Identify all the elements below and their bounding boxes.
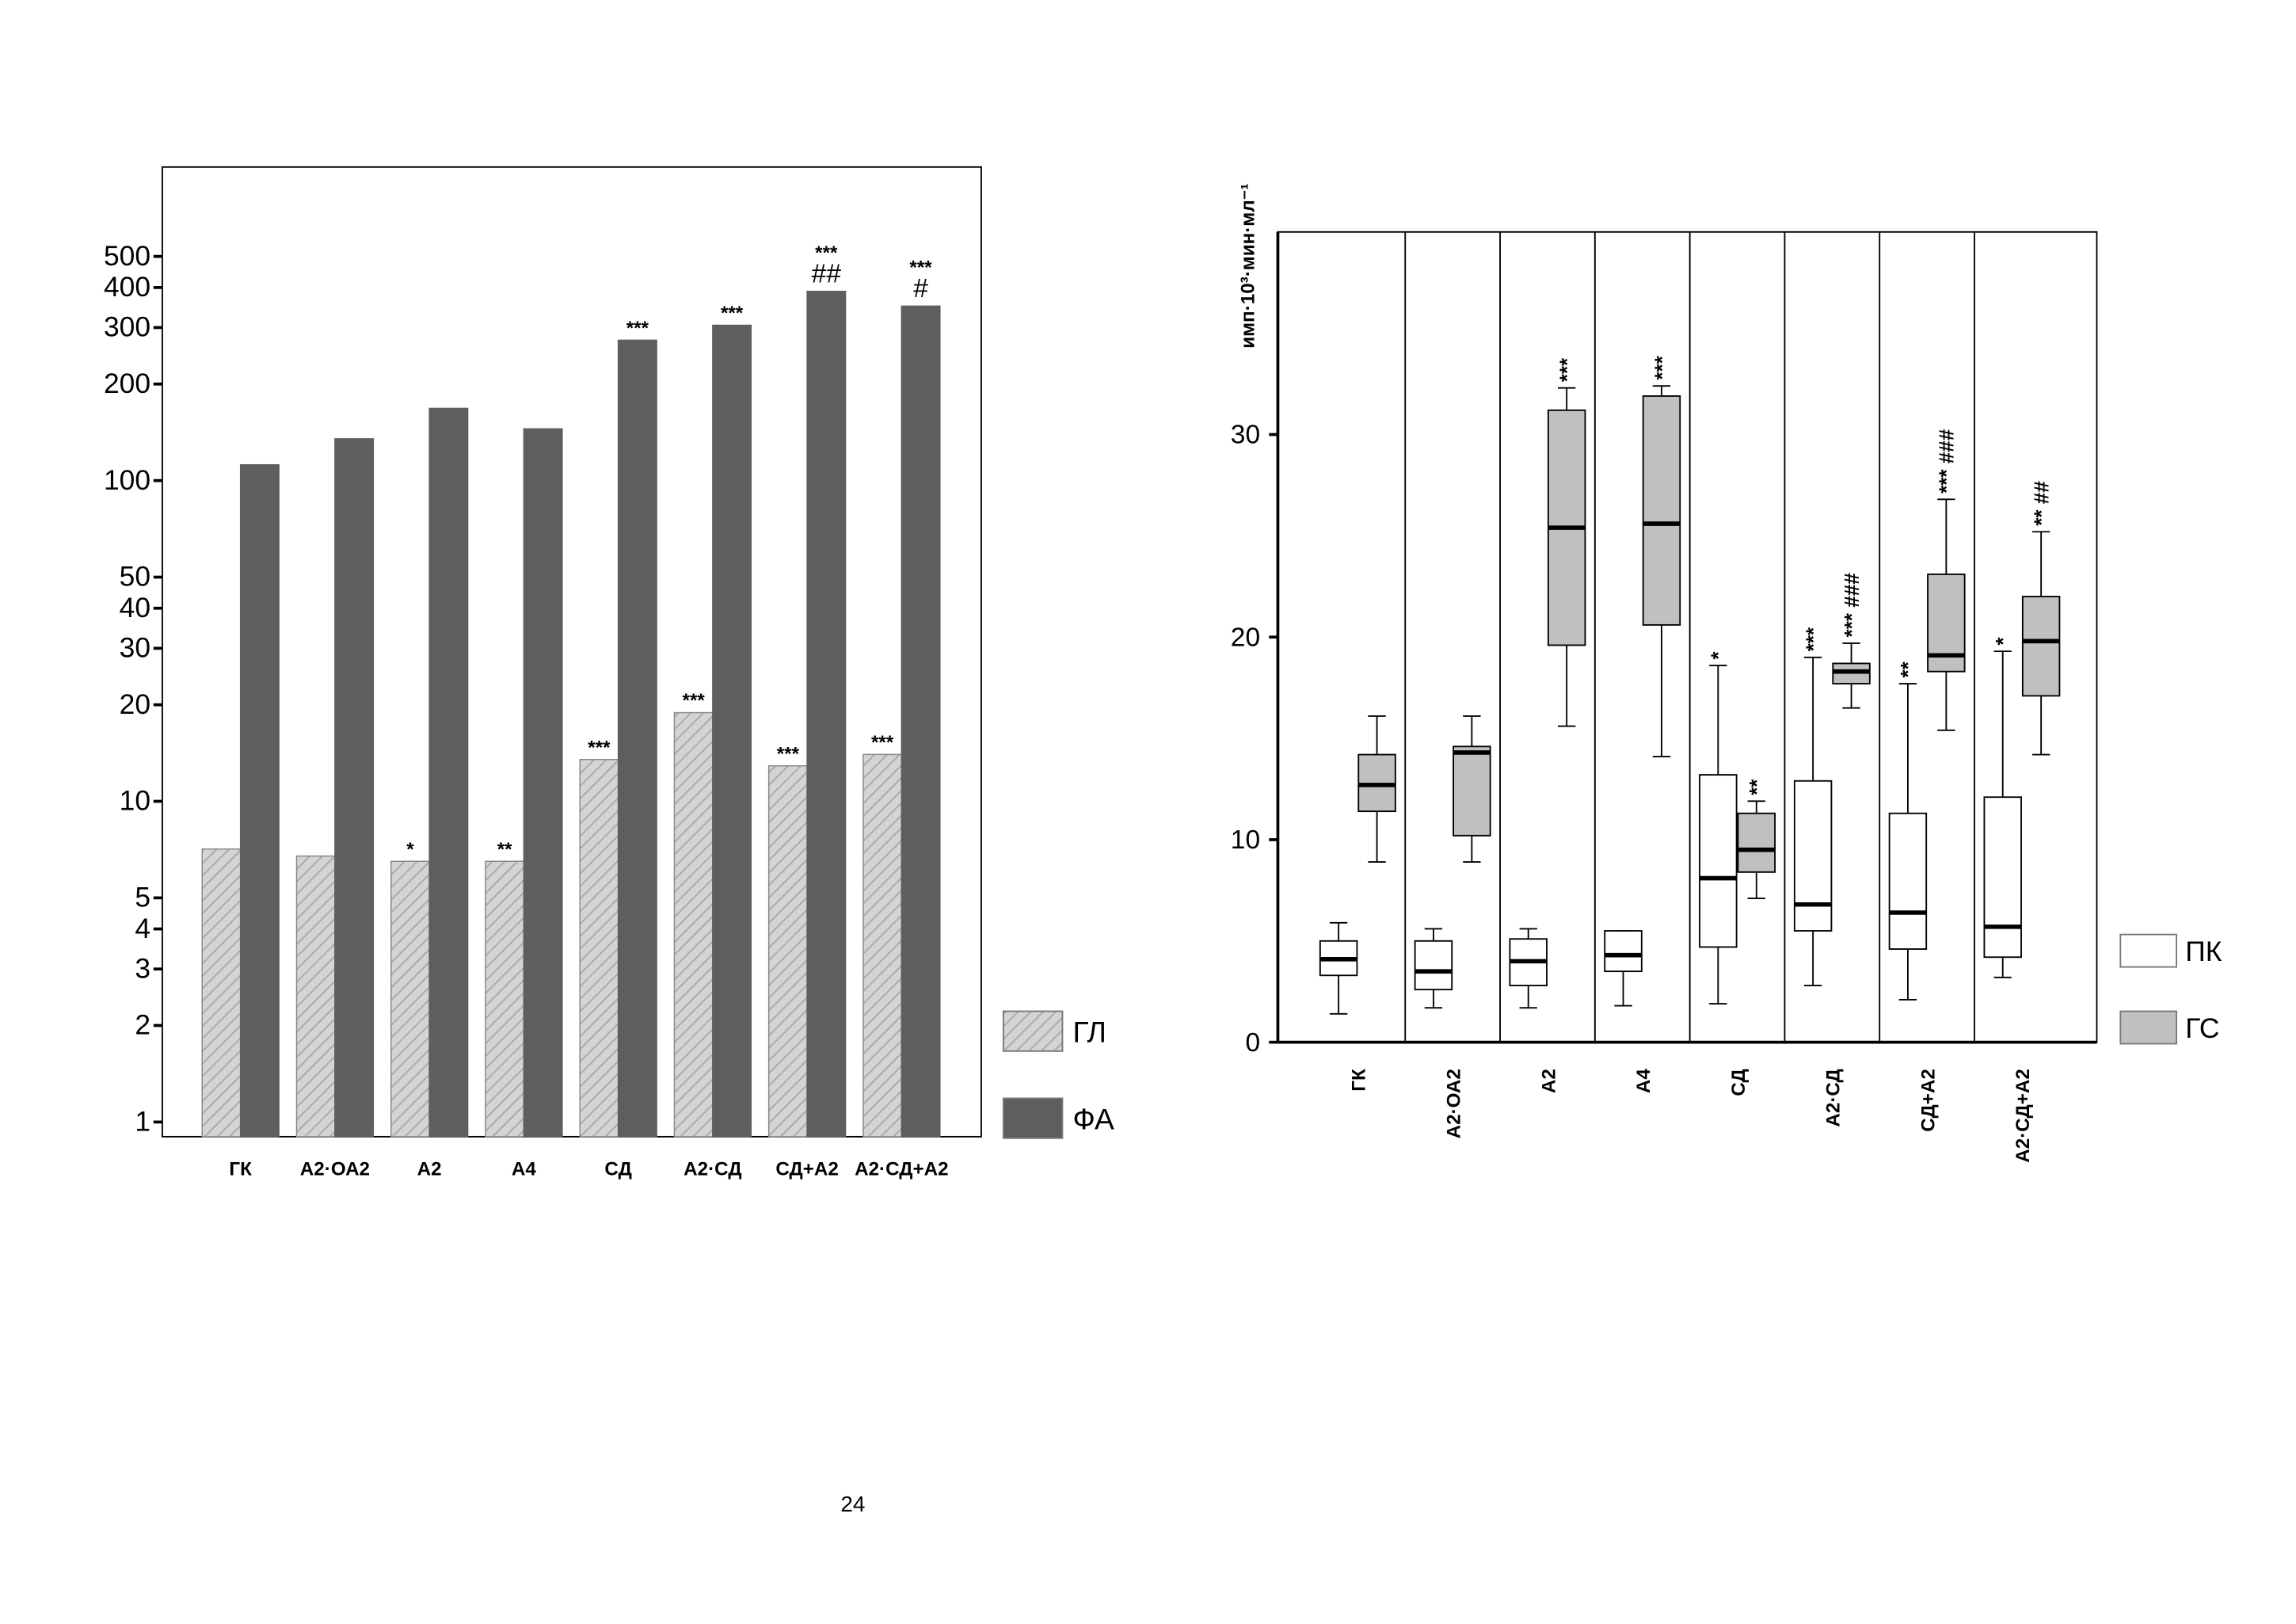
x-tick-label: А4 bbox=[512, 1158, 536, 1180]
y-tick-label: 10 bbox=[120, 786, 150, 817]
bar bbox=[428, 407, 469, 1138]
y-tick-label: 300 bbox=[104, 312, 150, 343]
y-tick-label: 30 bbox=[1231, 421, 1260, 450]
legend-label: ПК bbox=[2185, 936, 2222, 967]
y-tick-label: 4 bbox=[135, 913, 150, 944]
y-tick-label: 2 bbox=[135, 1010, 150, 1041]
bar bbox=[201, 848, 242, 1138]
y-tick-label: 3 bbox=[135, 953, 150, 984]
bar bbox=[673, 711, 714, 1138]
y-tick-label: 20 bbox=[120, 689, 150, 720]
y-tick-label: 200 bbox=[104, 368, 150, 399]
x-tick-label: А4 bbox=[1633, 1069, 1654, 1093]
bar bbox=[712, 324, 752, 1138]
legend-swatch bbox=[2119, 933, 2178, 968]
y-tick-label: 30 bbox=[120, 633, 150, 664]
x-tick-label: СД bbox=[604, 1158, 631, 1180]
x-tick-label: А2·СД+А2 bbox=[855, 1158, 949, 1180]
y-tick-label: 100 bbox=[104, 465, 150, 496]
y-tick-label: 400 bbox=[104, 272, 150, 303]
box bbox=[1737, 812, 1776, 873]
bar bbox=[806, 291, 847, 1138]
bar bbox=[334, 438, 375, 1138]
x-tick-label: СД+А2 bbox=[775, 1158, 839, 1180]
box bbox=[1793, 780, 1833, 932]
legend-swatch bbox=[2119, 1010, 2178, 1045]
box bbox=[1604, 930, 1643, 973]
x-tick-label: А2·СД bbox=[1823, 1069, 1845, 1127]
y-tick-label: 500 bbox=[104, 241, 150, 272]
y-tick-label: 50 bbox=[120, 562, 150, 593]
x-tick-label: А2·ОА2 bbox=[1443, 1069, 1464, 1138]
bar-annotation: *** bbox=[871, 732, 894, 753]
bar bbox=[295, 855, 336, 1138]
box bbox=[1888, 812, 1928, 950]
box bbox=[1642, 395, 1681, 626]
legend-label: ГЛ bbox=[1072, 1016, 1106, 1049]
bar-annotation: ## bbox=[812, 260, 842, 289]
legend-label: ГС bbox=[2185, 1013, 2219, 1044]
bar-annotation: *** bbox=[777, 743, 800, 764]
bar bbox=[523, 428, 563, 1138]
y-tick-label: 10 bbox=[1231, 825, 1260, 855]
box-annotation: * bbox=[1707, 651, 1731, 660]
legend-label: ФА bbox=[1072, 1103, 1114, 1136]
box-annotation: *** bbox=[1555, 357, 1578, 382]
box bbox=[1453, 745, 1491, 837]
bar-annotation: *** bbox=[683, 690, 706, 711]
bar-annotation: *** bbox=[588, 737, 611, 758]
box-annotation: *** bbox=[1801, 627, 1825, 651]
legend-swatch bbox=[1002, 1010, 1064, 1052]
y-axis-title: имп·10³·мин·мл⁻¹ bbox=[1238, 184, 1259, 349]
box-annotation: *** ### bbox=[1840, 573, 1864, 638]
bar-annotation: *** bbox=[815, 242, 838, 264]
box-annotation: * bbox=[1991, 637, 2015, 646]
bar bbox=[862, 753, 903, 1138]
box-annotation: *** bbox=[1650, 355, 1673, 379]
bar-annotation: *** bbox=[909, 257, 932, 278]
box bbox=[2021, 596, 2061, 697]
y-tick-label: 1 bbox=[135, 1107, 150, 1138]
x-tick-label: А2 bbox=[417, 1158, 442, 1180]
x-tick-label: СД+А2 bbox=[1917, 1069, 1939, 1132]
bar bbox=[617, 339, 657, 1138]
bar-annotation: ** bbox=[497, 839, 512, 860]
page-number: 24 bbox=[840, 1492, 865, 1516]
box bbox=[1414, 940, 1453, 991]
y-tick-label: 40 bbox=[120, 593, 150, 623]
box bbox=[1699, 774, 1738, 948]
bar-annotation: *** bbox=[626, 318, 649, 339]
bar bbox=[485, 860, 525, 1138]
bar bbox=[579, 758, 619, 1138]
y-tick-label: 20 bbox=[1231, 623, 1260, 652]
bar bbox=[767, 764, 808, 1138]
bar-annotation: # bbox=[913, 274, 928, 303]
bar bbox=[901, 305, 941, 1138]
bar-annotation: * bbox=[406, 839, 414, 860]
y-tick-label: 0 bbox=[1245, 1028, 1260, 1058]
x-tick-label: ГК bbox=[1349, 1069, 1370, 1092]
plot-frame bbox=[162, 166, 982, 1138]
box-annotation: *** ### bbox=[1935, 429, 1959, 494]
x-tick-label: А2·СД+А2 bbox=[2012, 1069, 2034, 1163]
x-tick-label: СД bbox=[1728, 1069, 1750, 1096]
bar bbox=[239, 463, 280, 1138]
y-tick-label: 5 bbox=[135, 883, 150, 913]
x-tick-label: А2 bbox=[1538, 1069, 1559, 1093]
bar-annotation: *** bbox=[721, 303, 744, 324]
x-tick-label: А2·СД bbox=[683, 1158, 741, 1180]
x-tick-label: А2·ОА2 bbox=[300, 1158, 370, 1180]
box-annotation: ** bbox=[1745, 779, 1769, 795]
box-annotation: ** bbox=[1896, 661, 1920, 677]
box-annotation: ** ## bbox=[2029, 481, 2053, 526]
legend-swatch bbox=[1002, 1097, 1064, 1139]
box bbox=[1983, 796, 2022, 959]
bar bbox=[390, 860, 430, 1138]
x-tick-label: ГК bbox=[229, 1158, 252, 1180]
